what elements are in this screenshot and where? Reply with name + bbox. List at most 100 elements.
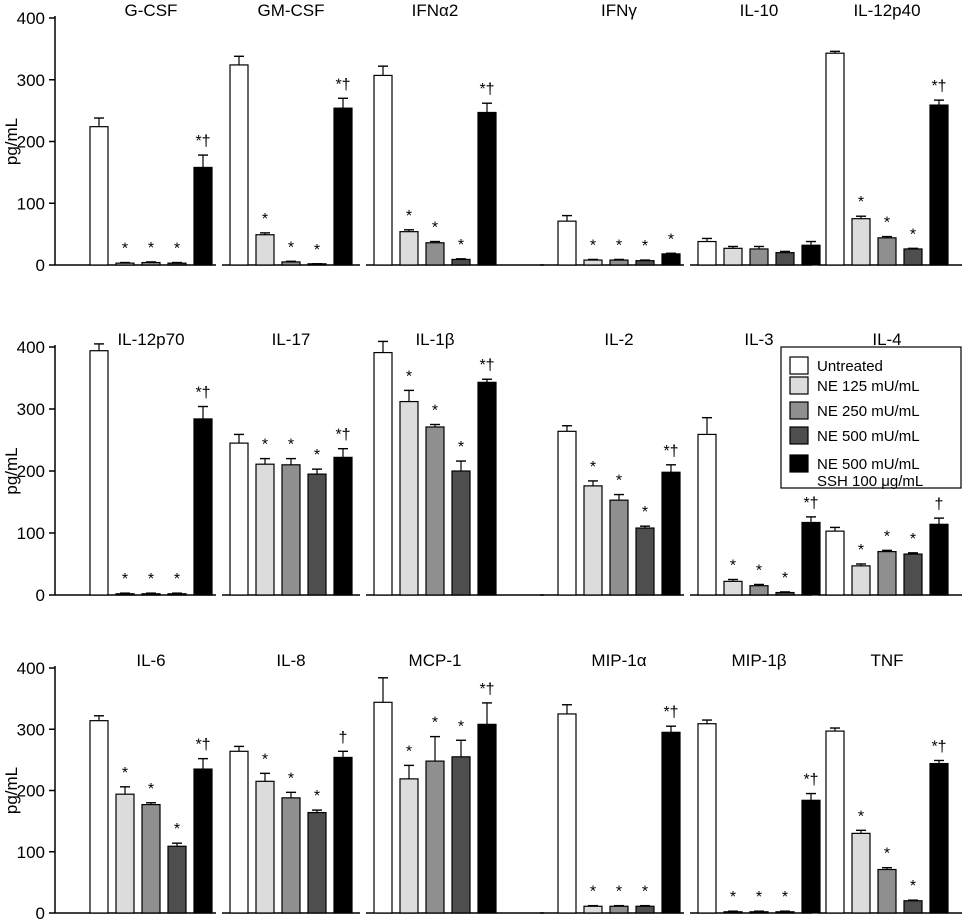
bar-IL-10-1 <box>697 240 717 266</box>
bar-MIP-1β-4 <box>775 911 795 914</box>
significance-mark: * <box>910 226 916 243</box>
bar-IL-12p70-2 <box>115 593 135 596</box>
significance-mark: * <box>174 241 180 258</box>
bar-IL-2-5 <box>661 471 681 596</box>
significance-mark: *† <box>663 704 678 721</box>
significance-mark: * <box>668 231 674 248</box>
y-tick-label: 300 <box>17 720 45 739</box>
panel-title: IFNγ <box>601 1 637 20</box>
significance-mark: * <box>406 208 412 225</box>
bar-IL-8-5 <box>333 756 353 914</box>
bar-IL-12p70-4 <box>167 593 187 596</box>
significance-mark: * <box>288 239 294 256</box>
bar-IL-6-3 <box>141 803 161 914</box>
significance-mark: * <box>458 718 464 735</box>
y-tick-label: 300 <box>17 71 45 90</box>
significance-mark: * <box>262 211 268 228</box>
bar-IFNγ-5 <box>661 253 681 266</box>
bar-GM-CSF-2 <box>255 234 275 266</box>
bar-MCP-1-3 <box>425 760 445 914</box>
panel-title: MIP-1α <box>591 651 646 670</box>
panel-title: IL-6 <box>136 651 165 670</box>
significance-mark: * <box>458 439 464 456</box>
bar-IL-12p70-3 <box>141 593 161 596</box>
bar-MCP-1-2 <box>399 778 419 914</box>
y-tick-label: 300 <box>17 400 45 419</box>
bar-TNF-1 <box>825 730 845 914</box>
panel-IL-1β: IL-1β * * * *† <box>366 330 544 596</box>
bar-IFNα2-3 <box>425 242 445 266</box>
legend-swatch-1 <box>789 356 809 375</box>
panel-title: IL-1β <box>415 330 454 349</box>
significance-mark: * <box>642 238 648 255</box>
y-tick-label: 0 <box>36 256 45 275</box>
bar-IL-3-2 <box>723 580 743 596</box>
bar-G-CSF-2 <box>115 262 135 266</box>
bar-IL-1β-2 <box>399 400 419 596</box>
panel-title: IL-4 <box>872 330 901 349</box>
bar-IL-10-3 <box>749 248 769 266</box>
bar-IL-1β-3 <box>425 426 445 596</box>
y-tick-label: 200 <box>17 462 45 481</box>
panel-title: IL-10 <box>740 1 779 20</box>
panel-TNF: TNF * * * *† <box>818 651 962 914</box>
bar-MCP-1-5 <box>477 723 497 914</box>
bar-IL-12p40-1 <box>825 52 845 266</box>
bar-IL-2-2 <box>583 485 603 596</box>
significance-mark: * <box>730 558 736 575</box>
legend-swatch-5 <box>789 454 809 473</box>
significance-mark: * <box>910 531 916 548</box>
significance-mark: * <box>756 562 762 579</box>
significance-mark: *† <box>663 443 678 460</box>
significance-mark: * <box>262 437 268 454</box>
panel-IL-2: IL-2 * * * *† <box>540 330 684 596</box>
bar-MCP-1-1 <box>373 701 393 914</box>
significance-mark: * <box>148 240 154 257</box>
bar-MIP-1α-2 <box>583 905 603 914</box>
bar-IL-6-4 <box>167 845 187 914</box>
significance-mark: * <box>590 459 596 476</box>
panel-title: GM-CSF <box>257 1 324 20</box>
legend-label-5: NE 500 mU/mL <box>817 456 920 473</box>
significance-mark: * <box>314 242 320 259</box>
significance-mark: *† <box>195 385 210 402</box>
significance-mark: * <box>884 846 890 863</box>
panel-GM-CSF: GM-CSF * * * *† <box>222 1 360 266</box>
significance-mark: * <box>148 571 154 588</box>
y-tick-label: 100 <box>17 524 45 543</box>
significance-mark: * <box>406 743 412 760</box>
bar-TNF-4 <box>903 900 923 914</box>
significance-mark: *† <box>803 772 818 789</box>
bar-IL-4-4 <box>903 553 923 596</box>
bar-IL-3-4 <box>775 591 795 596</box>
legend-swatch-2 <box>789 376 809 395</box>
bar-IL-8-3 <box>281 797 301 914</box>
significance-mark: * <box>148 781 154 798</box>
y-tick-label: 0 <box>36 904 45 922</box>
bar-IL-1β-4 <box>451 470 471 596</box>
bar-IL-6-5 <box>193 768 213 914</box>
bar-IL-17-1 <box>229 442 249 596</box>
bar-IL-10-4 <box>775 252 795 266</box>
significance-mark: *† <box>479 681 494 698</box>
significance-mark: *† <box>479 81 494 98</box>
legend-label-4: NE 500 mU/mL <box>817 428 920 445</box>
significance-mark: * <box>590 884 596 901</box>
significance-mark: * <box>756 889 762 906</box>
bar-GM-CSF-3 <box>281 261 301 266</box>
panel-title: IL-3 <box>744 330 773 349</box>
bar-IL-3-3 <box>749 585 769 596</box>
panel-title: IL-8 <box>276 651 305 670</box>
bar-GM-CSF-5 <box>333 107 353 266</box>
y-axis-label: pg/mL <box>2 118 21 165</box>
bar-IL-12p40-4 <box>903 248 923 266</box>
significance-mark: *† <box>931 738 946 755</box>
panel-title: IL-2 <box>604 330 633 349</box>
legend-label-3: NE 250 mU/mL <box>817 403 920 420</box>
panel-MCP-1: MCP-1 * * * *† <box>366 651 544 914</box>
bar-IL-17-2 <box>255 463 275 596</box>
significance-mark: * <box>616 473 622 490</box>
panel-title: IL-12p70 <box>117 330 184 349</box>
